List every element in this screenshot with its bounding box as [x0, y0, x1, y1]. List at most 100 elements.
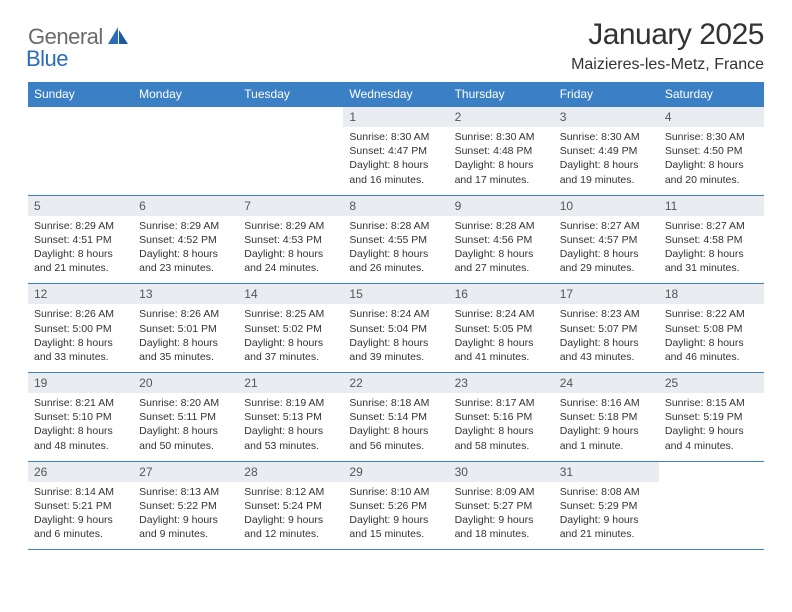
day-number	[238, 107, 343, 127]
day-number: 16	[449, 284, 554, 304]
calendar-day-cell: 22Sunrise: 8:18 AMSunset: 5:14 PMDayligh…	[343, 373, 448, 462]
calendar-week-row: 1Sunrise: 8:30 AMSunset: 4:47 PMDaylight…	[28, 107, 764, 196]
calendar-day-cell: 9Sunrise: 8:28 AMSunset: 4:56 PMDaylight…	[449, 195, 554, 284]
day-data: Sunrise: 8:27 AMSunset: 4:57 PMDaylight:…	[554, 216, 659, 284]
calendar-day-cell: 23Sunrise: 8:17 AMSunset: 5:16 PMDayligh…	[449, 373, 554, 462]
sunrise-text: Sunrise: 8:15 AM	[665, 396, 758, 410]
weekday-header: Thursday	[449, 82, 554, 107]
calendar-day-cell: 18Sunrise: 8:22 AMSunset: 5:08 PMDayligh…	[659, 284, 764, 373]
sunset-text: Sunset: 5:10 PM	[34, 410, 127, 424]
calendar-day-cell	[28, 107, 133, 196]
day-data: Sunrise: 8:30 AMSunset: 4:50 PMDaylight:…	[659, 127, 764, 195]
day-data: Sunrise: 8:28 AMSunset: 4:56 PMDaylight:…	[449, 216, 554, 284]
daylight-text: Daylight: 8 hours and 56 minutes.	[349, 424, 442, 452]
daylight-text: Daylight: 8 hours and 43 minutes.	[560, 336, 653, 364]
day-number: 19	[28, 373, 133, 393]
sunrise-text: Sunrise: 8:26 AM	[139, 307, 232, 321]
calendar-day-cell	[133, 107, 238, 196]
calendar-table: SundayMondayTuesdayWednesdayThursdayFrid…	[28, 82, 764, 550]
day-data: Sunrise: 8:27 AMSunset: 4:58 PMDaylight:…	[659, 216, 764, 284]
month-title: January 2025	[571, 18, 764, 52]
sunset-text: Sunset: 5:11 PM	[139, 410, 232, 424]
sunrise-text: Sunrise: 8:12 AM	[244, 485, 337, 499]
calendar-day-cell: 30Sunrise: 8:09 AMSunset: 5:27 PMDayligh…	[449, 461, 554, 550]
day-number: 21	[238, 373, 343, 393]
sunrise-text: Sunrise: 8:28 AM	[349, 219, 442, 233]
day-data: Sunrise: 8:30 AMSunset: 4:47 PMDaylight:…	[343, 127, 448, 195]
calendar-day-cell: 28Sunrise: 8:12 AMSunset: 5:24 PMDayligh…	[238, 461, 343, 550]
sunset-text: Sunset: 4:47 PM	[349, 144, 442, 158]
sunset-text: Sunset: 4:50 PM	[665, 144, 758, 158]
daylight-text: Daylight: 8 hours and 39 minutes.	[349, 336, 442, 364]
brand-part2: Blue	[26, 46, 68, 71]
calendar-day-cell: 26Sunrise: 8:14 AMSunset: 5:21 PMDayligh…	[28, 461, 133, 550]
day-number: 1	[343, 107, 448, 127]
day-number: 15	[343, 284, 448, 304]
day-number: 31	[554, 462, 659, 482]
day-data: Sunrise: 8:20 AMSunset: 5:11 PMDaylight:…	[133, 393, 238, 461]
calendar-week-row: 26Sunrise: 8:14 AMSunset: 5:21 PMDayligh…	[28, 461, 764, 550]
daylight-text: Daylight: 8 hours and 41 minutes.	[455, 336, 548, 364]
day-data: Sunrise: 8:26 AMSunset: 5:00 PMDaylight:…	[28, 304, 133, 372]
daylight-text: Daylight: 8 hours and 19 minutes.	[560, 158, 653, 186]
day-data: Sunrise: 8:16 AMSunset: 5:18 PMDaylight:…	[554, 393, 659, 461]
day-number: 27	[133, 462, 238, 482]
weekday-header: Sunday	[28, 82, 133, 107]
day-number: 13	[133, 284, 238, 304]
daylight-text: Daylight: 8 hours and 26 minutes.	[349, 247, 442, 275]
calendar-day-cell: 2Sunrise: 8:30 AMSunset: 4:48 PMDaylight…	[449, 107, 554, 196]
sunrise-text: Sunrise: 8:09 AM	[455, 485, 548, 499]
daylight-text: Daylight: 9 hours and 12 minutes.	[244, 513, 337, 541]
calendar-day-cell: 29Sunrise: 8:10 AMSunset: 5:26 PMDayligh…	[343, 461, 448, 550]
day-data: Sunrise: 8:26 AMSunset: 5:01 PMDaylight:…	[133, 304, 238, 372]
day-number: 4	[659, 107, 764, 127]
day-number: 8	[343, 196, 448, 216]
weekday-header: Tuesday	[238, 82, 343, 107]
day-data: Sunrise: 8:10 AMSunset: 5:26 PMDaylight:…	[343, 482, 448, 550]
calendar-day-cell: 27Sunrise: 8:13 AMSunset: 5:22 PMDayligh…	[133, 461, 238, 550]
sunrise-text: Sunrise: 8:13 AM	[139, 485, 232, 499]
day-number	[659, 462, 764, 482]
sunrise-text: Sunrise: 8:24 AM	[349, 307, 442, 321]
day-data	[28, 127, 133, 152]
day-data: Sunrise: 8:13 AMSunset: 5:22 PMDaylight:…	[133, 482, 238, 550]
day-number: 18	[659, 284, 764, 304]
sunrise-text: Sunrise: 8:20 AM	[139, 396, 232, 410]
calendar-day-cell: 7Sunrise: 8:29 AMSunset: 4:53 PMDaylight…	[238, 195, 343, 284]
day-number: 12	[28, 284, 133, 304]
sunset-text: Sunset: 5:16 PM	[455, 410, 548, 424]
sunrise-text: Sunrise: 8:18 AM	[349, 396, 442, 410]
daylight-text: Daylight: 8 hours and 20 minutes.	[665, 158, 758, 186]
sunrise-text: Sunrise: 8:30 AM	[455, 130, 548, 144]
sunrise-text: Sunrise: 8:30 AM	[349, 130, 442, 144]
day-data	[659, 482, 764, 507]
sunset-text: Sunset: 4:53 PM	[244, 233, 337, 247]
day-data: Sunrise: 8:14 AMSunset: 5:21 PMDaylight:…	[28, 482, 133, 550]
day-number: 14	[238, 284, 343, 304]
sunset-text: Sunset: 4:51 PM	[34, 233, 127, 247]
calendar-day-cell: 17Sunrise: 8:23 AMSunset: 5:07 PMDayligh…	[554, 284, 659, 373]
daylight-text: Daylight: 8 hours and 53 minutes.	[244, 424, 337, 452]
sunset-text: Sunset: 4:49 PM	[560, 144, 653, 158]
sunset-text: Sunset: 5:27 PM	[455, 499, 548, 513]
daylight-text: Daylight: 8 hours and 17 minutes.	[455, 158, 548, 186]
sunset-text: Sunset: 4:55 PM	[349, 233, 442, 247]
brand-line2: Blue	[28, 46, 68, 72]
sunset-text: Sunset: 4:56 PM	[455, 233, 548, 247]
day-data: Sunrise: 8:18 AMSunset: 5:14 PMDaylight:…	[343, 393, 448, 461]
day-number: 6	[133, 196, 238, 216]
sunrise-text: Sunrise: 8:23 AM	[560, 307, 653, 321]
location: Maizieres-les-Metz, France	[571, 56, 764, 74]
sunrise-text: Sunrise: 8:30 AM	[665, 130, 758, 144]
calendar-day-cell: 24Sunrise: 8:16 AMSunset: 5:18 PMDayligh…	[554, 373, 659, 462]
day-number: 11	[659, 196, 764, 216]
daylight-text: Daylight: 8 hours and 58 minutes.	[455, 424, 548, 452]
daylight-text: Daylight: 8 hours and 31 minutes.	[665, 247, 758, 275]
sunset-text: Sunset: 5:21 PM	[34, 499, 127, 513]
sunset-text: Sunset: 5:29 PM	[560, 499, 653, 513]
calendar-day-cell: 6Sunrise: 8:29 AMSunset: 4:52 PMDaylight…	[133, 195, 238, 284]
day-number: 30	[449, 462, 554, 482]
sunrise-text: Sunrise: 8:27 AM	[665, 219, 758, 233]
calendar-day-cell: 1Sunrise: 8:30 AMSunset: 4:47 PMDaylight…	[343, 107, 448, 196]
daylight-text: Daylight: 8 hours and 33 minutes.	[34, 336, 127, 364]
